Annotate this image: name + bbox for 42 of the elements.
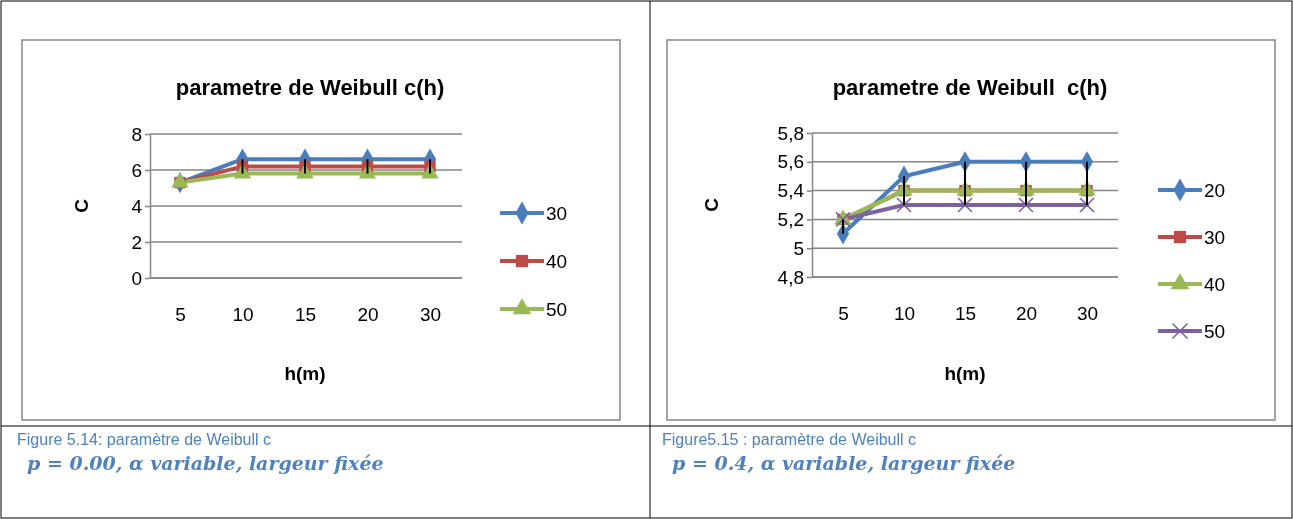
y-tick-label: 4 [131,195,143,217]
x-tick-label: 5 [175,304,186,326]
text: p = 0.4, α variable, largeur fixée [672,452,1016,474]
x-tick-label: 15 [954,303,977,325]
caption: Figure 5.14: paramètre de Weibull c [17,431,272,448]
chart-title: parametre de Weibull c(h) [175,75,445,100]
legend-label: 40 [546,251,568,272]
x-tick-label: 10 [893,303,916,325]
y-tick-label: 5,4 [777,180,805,202]
x-axis-title: h(m) [284,363,326,384]
y-tick-label: 6 [131,159,142,181]
legend-label: 50 [1204,321,1226,342]
y-tick-label: 0 [131,267,142,289]
x-tick-label: 10 [232,304,254,326]
y-tick-label: 5,8 [777,122,804,144]
text: p = 0.00, α variable, largeur fixée [27,452,384,474]
legend-label: 30 [1204,227,1226,248]
x-tick-label: 5 [838,303,849,325]
y-axis-title: C [701,197,722,212]
x-tick-label: 30 [419,304,442,326]
caption: Figure5.15 : paramètre de Weibull c [662,431,917,448]
y-tick-label: 8 [131,123,142,145]
x-tick-label: 15 [294,304,317,326]
y-tick-label: 4,8 [777,266,804,288]
x-tick-label: 20 [1015,303,1038,325]
chart-title: parametre de Weibull c(h) [832,75,1108,100]
y-tick-label: 5,6 [777,151,804,173]
y-tick-label: 2 [131,231,142,253]
legend-label: 20 [1204,180,1226,201]
y-tick-label: 5 [793,237,804,259]
legend-label: 40 [1204,274,1226,295]
y-tick-label: 5,2 [777,208,804,230]
point [1079,197,1095,213]
point [957,197,973,213]
y-axis-title: C [71,198,92,213]
legend-label: 50 [546,299,568,320]
x-axis-title: h(m) [944,363,986,384]
legend-label: 30 [546,203,568,224]
x-tick-label: 30 [1076,303,1099,325]
x-tick-label: 20 [357,304,379,326]
point [1018,197,1034,213]
point [896,197,912,213]
